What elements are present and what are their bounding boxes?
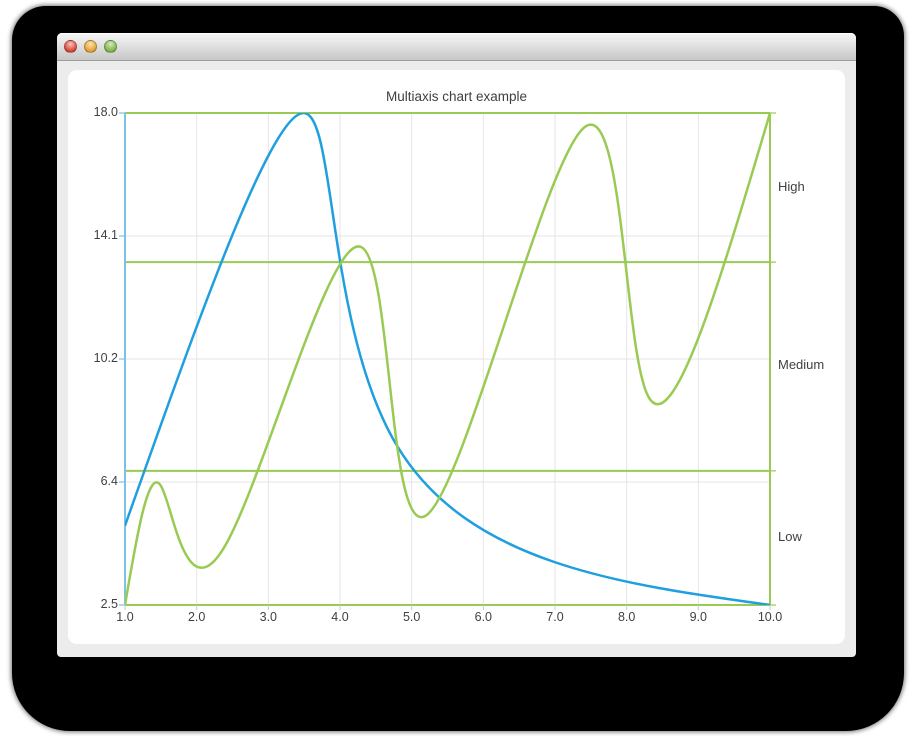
chart-view: Multiaxis chart example 18.0 14.1 10.2 6.4 2… <box>68 70 845 644</box>
x-axis-tick-label: 9.0 <box>689 610 708 624</box>
x-axis-tick-label: 10.0 <box>757 610 783 624</box>
x-axis-tick-label: 5.0 <box>402 610 421 624</box>
left-axis-tick-label: 10.2 <box>93 351 118 365</box>
left-axis-tick-label: 2.5 <box>100 597 118 611</box>
zoom-button[interactable] <box>104 40 117 53</box>
window-titlebar[interactable] <box>57 33 856 61</box>
minimize-button[interactable] <box>84 40 97 53</box>
x-axis-tick-label: 1.0 <box>116 610 134 624</box>
series-line-1 <box>125 113 770 605</box>
x-axis-tick-label: 3.0 <box>259 610 278 624</box>
close-button[interactable] <box>64 40 77 53</box>
right-axis-category-label: Medium <box>778 357 825 373</box>
app-window: Multiaxis chart example 18.0 14.1 10.2 6.4 2… <box>57 33 856 657</box>
right-axis-category-label: Low <box>778 528 802 544</box>
x-axis-tick-label: 4.0 <box>331 610 349 624</box>
right-axis-category-label: High <box>778 178 805 194</box>
x-axis-tick-label: 6.0 <box>474 610 493 624</box>
series-line-2 <box>125 113 770 605</box>
x-axis-tick-label: 7.0 <box>546 610 564 624</box>
x-axis-tick-label: 8.0 <box>617 610 636 624</box>
chart-title: Multiaxis chart example <box>385 89 528 104</box>
x-axis-tick-label: 2.0 <box>187 610 206 624</box>
left-axis-tick-label: 14.1 <box>93 228 118 242</box>
left-axis-tick-label: 6.4 <box>100 474 118 488</box>
chart-canvas <box>119 112 776 610</box>
left-axis-tick-label: 18.0 <box>93 105 118 119</box>
